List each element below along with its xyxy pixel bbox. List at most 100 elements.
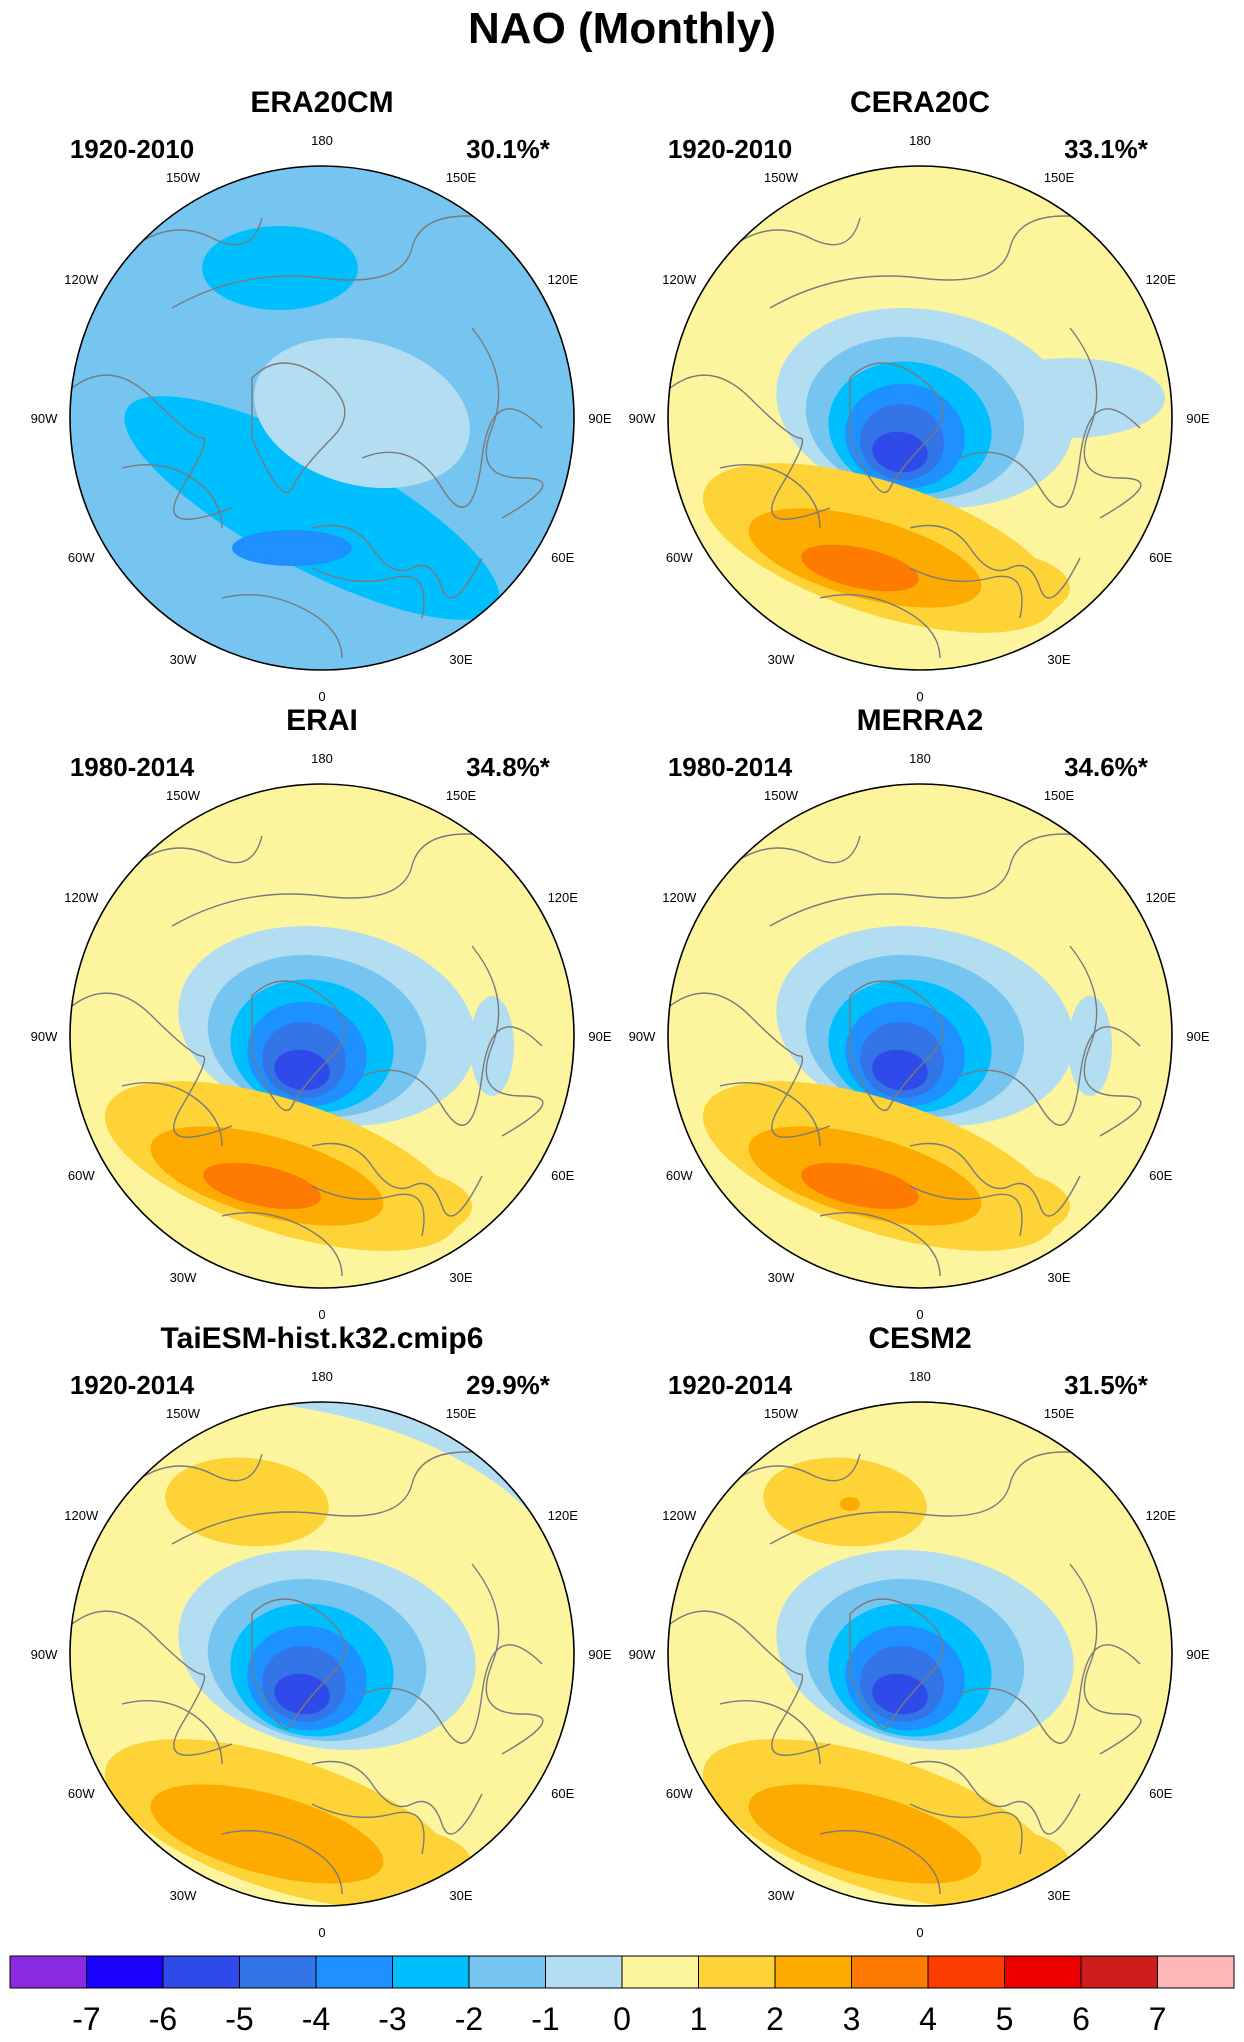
panel-variance: 30.1%* xyxy=(466,134,551,164)
longitude-label: 90E xyxy=(588,1647,611,1662)
longitude-label: 90W xyxy=(31,411,58,426)
coastline xyxy=(959,1644,1141,1744)
coastline xyxy=(361,1026,543,1126)
longitude-label: 120E xyxy=(548,1508,579,1523)
negative-anomaly-5 xyxy=(872,1049,928,1091)
negative-anomaly-atlantic xyxy=(124,396,500,620)
coastline xyxy=(849,1598,944,1730)
coastline xyxy=(71,1610,233,1756)
colorbar-swatch xyxy=(86,1955,164,1989)
positive-anomaly-core xyxy=(801,1162,919,1210)
map-panel: TaiESM-hist.k32.cmip6 1920-2014 29.9%* 180 1… xyxy=(31,1322,612,1940)
longitude-label: 0 xyxy=(318,1307,325,1322)
coastline xyxy=(909,567,1023,619)
colorbar-swatch xyxy=(698,1955,776,1989)
coastline xyxy=(719,463,821,529)
coastline xyxy=(471,1563,544,1755)
longitude-label: 60W xyxy=(68,550,95,565)
coastline xyxy=(71,992,233,1138)
colorbar-label: 6 xyxy=(1072,2001,1090,2037)
longitude-label: 60W xyxy=(666,1786,693,1801)
longitude-label: 90E xyxy=(588,1029,611,1044)
coastline xyxy=(819,594,941,659)
negative-anomaly-5 xyxy=(274,1673,330,1715)
coastline xyxy=(251,1598,346,1730)
coastline xyxy=(1069,945,1142,1137)
colorbar-label: -1 xyxy=(531,2001,559,2037)
longitude-label: 90W xyxy=(629,1029,656,1044)
longitude-label: 30E xyxy=(1047,652,1070,667)
coastline xyxy=(909,1142,1081,1217)
map-panel: ERAI 1980-2014 34.8%* 180 150E 120E 90E 60E 30E 0… xyxy=(31,704,612,1322)
longitude-label: 0 xyxy=(318,689,325,704)
coastline xyxy=(909,524,1081,599)
coastline xyxy=(669,992,831,1138)
coastline xyxy=(909,1760,1081,1835)
anomaly-field xyxy=(70,784,574,1288)
negative-anomaly-5 xyxy=(872,431,928,473)
coastline xyxy=(819,1830,941,1895)
longitude-label: 180 xyxy=(909,133,931,148)
panel-period: 1920-2014 xyxy=(70,1370,195,1400)
longitude-label: 120E xyxy=(1146,890,1177,905)
longitude-label: 60E xyxy=(1149,1168,1172,1183)
panel-variance: 33.1%* xyxy=(1064,134,1149,164)
coastline xyxy=(471,327,544,519)
longitude-label: 0 xyxy=(916,689,923,704)
panel-variance: 31.5%* xyxy=(1064,1370,1149,1400)
coastline xyxy=(669,374,831,520)
longitude-label: 30E xyxy=(449,1888,472,1903)
longitude-label: 150E xyxy=(446,1406,477,1421)
colorbar-label: 5 xyxy=(996,2001,1014,2037)
coastline xyxy=(131,1453,263,1485)
coastline xyxy=(729,1453,861,1485)
coastline xyxy=(121,1699,223,1765)
map-boundary xyxy=(667,783,1173,1289)
longitude-label: 120W xyxy=(64,1508,99,1523)
longitude-label: 60E xyxy=(551,1168,574,1183)
colorbar-swatch xyxy=(239,1955,317,1989)
panel-variance: 34.8%* xyxy=(466,752,551,782)
longitude-label: 0 xyxy=(916,1307,923,1322)
coastline xyxy=(729,217,861,249)
longitude-label: 180 xyxy=(909,751,931,766)
map-panel: ERA20CM 1920-2010 30.1%* 180 150E 120E 90E 60E 3… xyxy=(31,86,612,704)
colorbar-swatch xyxy=(545,1955,623,1989)
negative-anomaly-pacific xyxy=(202,226,358,310)
longitude-label: 120W xyxy=(64,890,99,905)
longitude-label: 150W xyxy=(764,1406,799,1421)
coastline xyxy=(719,1699,821,1765)
longitude-label: 30E xyxy=(449,1270,472,1285)
map-boundary xyxy=(69,783,575,1289)
coastline xyxy=(311,567,425,619)
anomaly-field xyxy=(668,784,1172,1288)
colorbar-swatch xyxy=(162,1955,240,1989)
longitude-label: 150E xyxy=(446,170,477,185)
longitude-label: 180 xyxy=(311,133,333,148)
coastline xyxy=(251,980,346,1112)
longitude-label: 60W xyxy=(68,1168,95,1183)
panel-period: 1980-2014 xyxy=(70,752,195,782)
colorbar-label: 2 xyxy=(766,2001,784,2037)
longitude-label: 30W xyxy=(768,652,795,667)
coastline xyxy=(311,1142,483,1217)
panel-title: CESM2 xyxy=(868,1322,971,1355)
colorbar-swatch xyxy=(851,1955,929,1989)
colorbar-swatch xyxy=(315,1955,393,1989)
map-boundary xyxy=(69,165,575,671)
coastline xyxy=(909,1185,1023,1237)
panel-title: ERAI xyxy=(286,704,358,737)
panel-variance: 34.6%* xyxy=(1064,752,1149,782)
longitude-label: 30E xyxy=(449,652,472,667)
longitude-label: 0 xyxy=(318,1925,325,1940)
longitude-label: 90W xyxy=(629,1647,656,1662)
longitude-label: 0 xyxy=(916,1925,923,1940)
colorbar-swatch xyxy=(392,1955,470,1989)
coastline xyxy=(131,835,263,867)
longitude-label: 90E xyxy=(1186,411,1209,426)
longitude-label: 150W xyxy=(166,788,201,803)
colorbar-swatch xyxy=(1157,1955,1235,1989)
coastline xyxy=(959,408,1141,508)
coastline xyxy=(221,1212,343,1277)
panel-period: 1980-2014 xyxy=(668,752,793,782)
